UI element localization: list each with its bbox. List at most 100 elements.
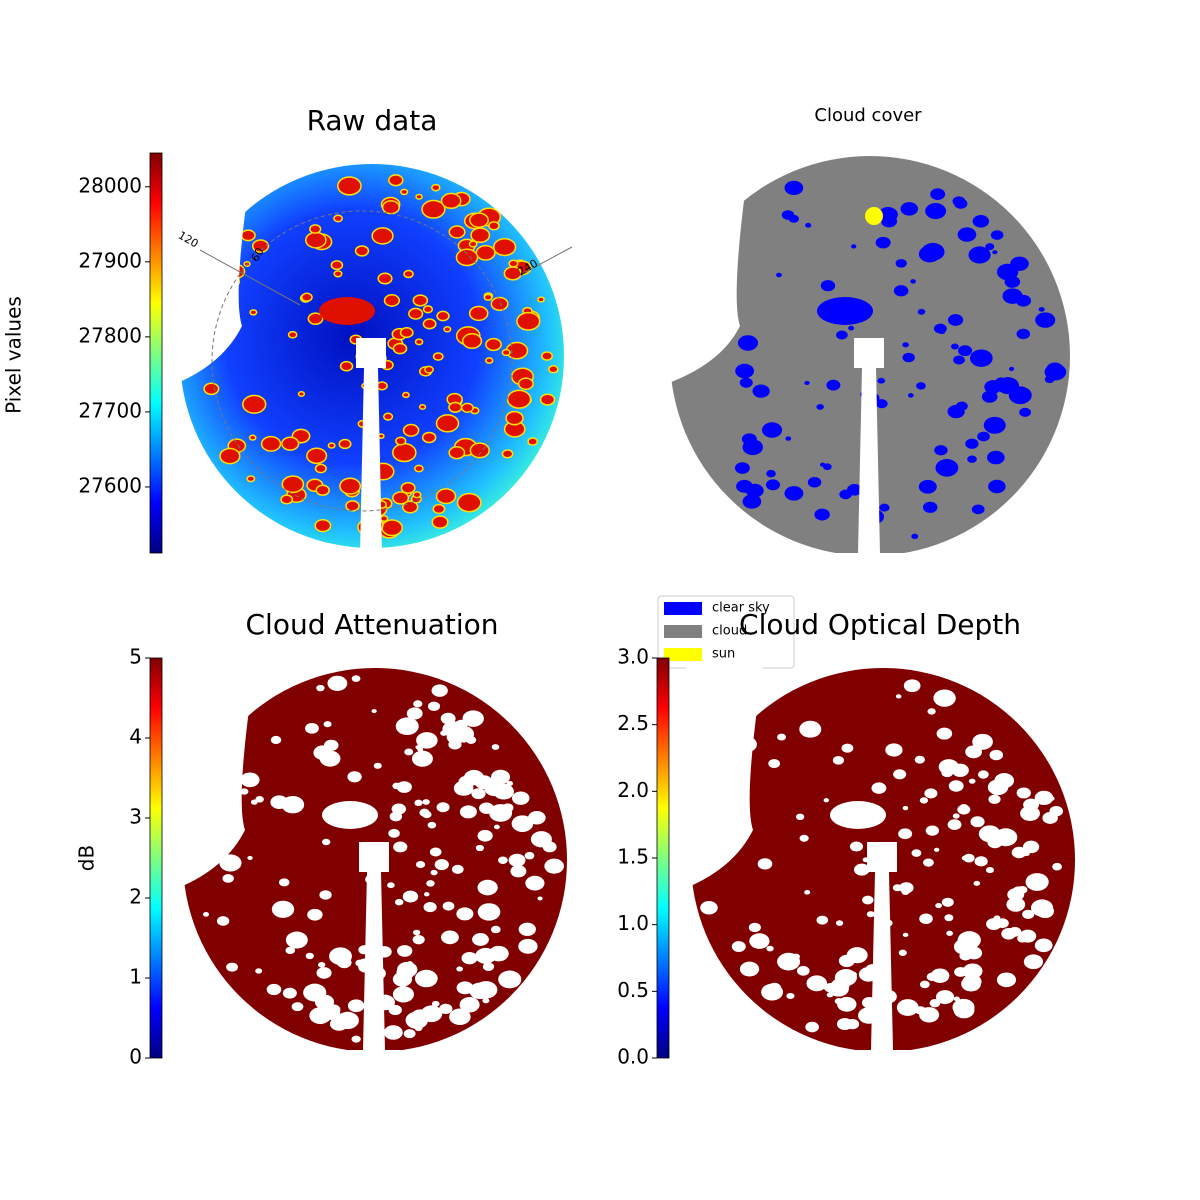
sky-patch bbox=[471, 788, 486, 800]
sky-patch bbox=[333, 214, 343, 223]
sky-patch bbox=[408, 307, 424, 320]
sky-patch bbox=[830, 801, 886, 829]
sky-patch bbox=[351, 1035, 361, 1043]
sky-patch bbox=[952, 998, 975, 1016]
colorbar-tick-label: 2 bbox=[129, 885, 142, 909]
sky-patch bbox=[799, 834, 809, 842]
sky-patch bbox=[765, 479, 781, 491]
sky-patch bbox=[387, 882, 395, 889]
colorbar bbox=[149, 657, 163, 1059]
sky-patch bbox=[919, 913, 933, 924]
sky-patch bbox=[973, 739, 984, 748]
sky-patch bbox=[963, 853, 975, 863]
sky-patch bbox=[319, 297, 375, 325]
sky-patch bbox=[918, 479, 937, 494]
sky-patch bbox=[413, 929, 421, 936]
sky-patch bbox=[423, 902, 437, 913]
sky-patch bbox=[456, 907, 474, 921]
colorbar-tick-label: 27700 bbox=[78, 398, 142, 422]
sky-patch bbox=[459, 997, 480, 1013]
sky-patch bbox=[1008, 386, 1032, 405]
sky-patch bbox=[424, 365, 434, 374]
sky-patch bbox=[475, 844, 484, 852]
sky-patch bbox=[442, 901, 455, 911]
sky-patch bbox=[477, 903, 501, 921]
sky-patch bbox=[1022, 840, 1040, 854]
sky-patch bbox=[1016, 787, 1031, 799]
mask-mast bbox=[363, 872, 385, 1050]
sky-patch bbox=[432, 352, 444, 361]
sky-patch bbox=[766, 945, 774, 952]
sky-patch bbox=[944, 914, 954, 922]
sky-patch bbox=[914, 755, 925, 764]
sky-patch bbox=[741, 433, 757, 445]
sky-patch bbox=[845, 1018, 860, 1030]
sky-image bbox=[178, 667, 567, 1050]
sky-patch bbox=[456, 966, 464, 972]
sky-patch bbox=[990, 230, 1004, 240]
colorbar-tick-label: 1.0 bbox=[617, 911, 649, 935]
sky-patch bbox=[468, 240, 478, 248]
sky-patch bbox=[911, 849, 922, 857]
sky-patch bbox=[1022, 909, 1035, 919]
colorbar-tick-label: 27600 bbox=[78, 473, 142, 497]
sky-patch bbox=[1035, 312, 1056, 328]
sky-patch bbox=[817, 297, 873, 325]
sky-patch bbox=[919, 980, 930, 989]
polar-axis bbox=[519, 246, 573, 276]
sky-patch bbox=[403, 269, 414, 279]
sky-patch bbox=[422, 799, 430, 805]
sky-patch bbox=[327, 442, 336, 449]
sky-patch bbox=[1034, 790, 1054, 806]
colorbar-label: Pixel values bbox=[2, 296, 26, 414]
sky-patch bbox=[412, 934, 425, 945]
sky-patch bbox=[285, 946, 296, 955]
sky-patch bbox=[426, 880, 435, 887]
sky-patch bbox=[700, 901, 718, 915]
legend-label: cloud bbox=[712, 624, 747, 639]
sky-patch bbox=[321, 1005, 341, 1020]
sky-patch bbox=[483, 293, 493, 301]
sky-patch bbox=[485, 337, 502, 352]
sky-patch bbox=[314, 518, 332, 533]
sky-patch bbox=[748, 922, 761, 933]
sky-patch bbox=[330, 260, 344, 271]
sky-patch bbox=[537, 896, 543, 901]
colorbar-tick-label: 27900 bbox=[78, 248, 142, 272]
sky-patch bbox=[935, 902, 943, 909]
sky-patch bbox=[785, 436, 792, 441]
sky-patch bbox=[1034, 938, 1053, 953]
sky-patch bbox=[455, 248, 479, 267]
sky-patch bbox=[506, 781, 514, 787]
sky-patch bbox=[271, 900, 295, 918]
sky-patch bbox=[795, 813, 805, 821]
sky-patch bbox=[240, 772, 260, 788]
sky-patch bbox=[996, 972, 1017, 988]
sky-patch bbox=[222, 874, 234, 883]
sky-patch bbox=[305, 952, 314, 960]
chart-title: Cloud Optical Depth bbox=[739, 608, 1021, 641]
sky-patch bbox=[406, 707, 423, 720]
sky-patch bbox=[796, 965, 810, 976]
sky-patch bbox=[322, 801, 378, 829]
sky-patch bbox=[742, 494, 762, 509]
sky-patch bbox=[985, 866, 994, 874]
colorbar-tick-label: 5 bbox=[129, 645, 142, 669]
sky-patch bbox=[899, 882, 914, 894]
sky-patch bbox=[924, 788, 938, 799]
sky-patch bbox=[475, 947, 497, 964]
sky-image bbox=[686, 667, 1075, 1050]
sky-patch bbox=[430, 869, 438, 876]
sky-patch bbox=[511, 815, 534, 832]
sky-patch bbox=[777, 733, 787, 741]
sky-patch bbox=[826, 379, 841, 391]
sky-patch bbox=[470, 227, 491, 244]
sky-patch bbox=[516, 311, 541, 331]
sky-patch bbox=[767, 982, 782, 994]
sky-patch bbox=[251, 239, 270, 253]
sky-patch bbox=[491, 769, 511, 785]
sky-patch bbox=[435, 414, 460, 433]
sky-patch bbox=[916, 382, 926, 390]
sky-patch bbox=[260, 435, 282, 452]
